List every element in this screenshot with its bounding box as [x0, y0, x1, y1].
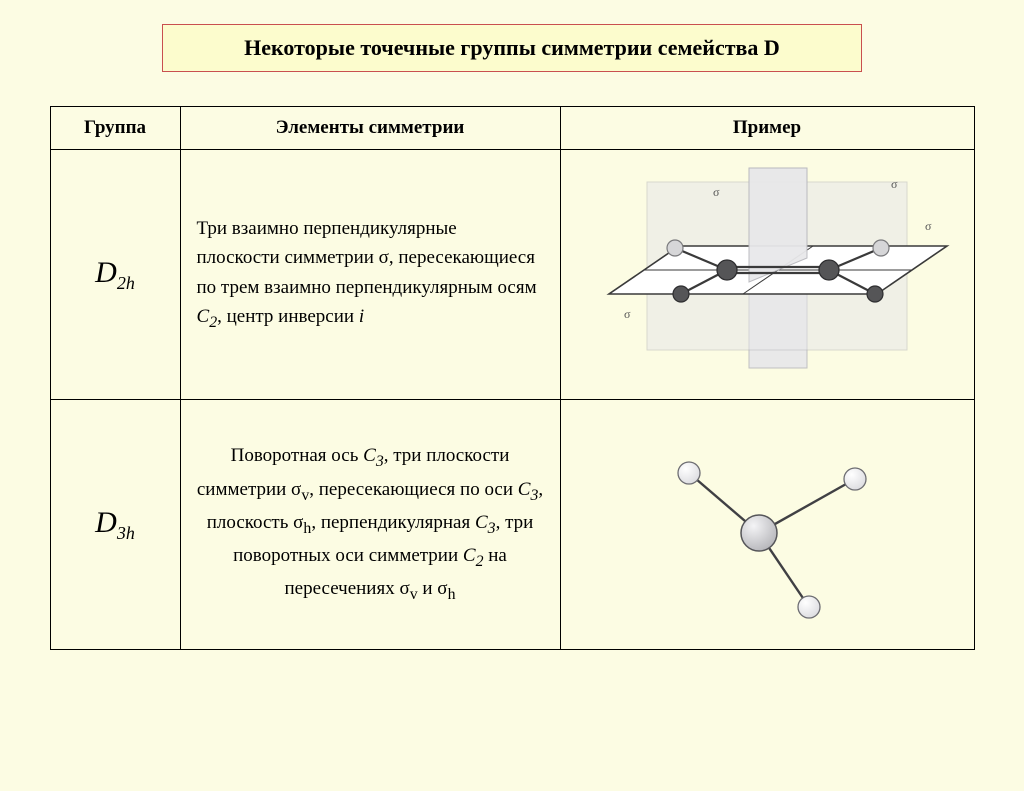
group-cell-d3h: D3h: [50, 400, 180, 650]
symmetry-table: Группа Элементы симметрии Пример D2h Три…: [50, 106, 975, 650]
group-symbol: D3h: [95, 506, 135, 539]
group-main: D: [95, 506, 117, 539]
group-sub: 3h: [117, 523, 135, 543]
table-row: D3h Поворотная ось C3, три плоскости сим…: [50, 400, 974, 650]
table-header-row: Группа Элементы симметрии Пример: [50, 107, 974, 150]
inversion-symbol: i: [359, 306, 364, 327]
d3h-diagram: [617, 415, 917, 635]
c2-symbol: C2: [197, 306, 218, 327]
svg-text:σ: σ: [624, 307, 631, 321]
group-symbol: D2h: [95, 256, 135, 289]
group-sub: 2h: [117, 273, 135, 293]
svg-text:σ: σ: [713, 185, 720, 199]
col-header-example: Пример: [560, 107, 974, 150]
page-title: Некоторые точечные группы симметрии семе…: [162, 24, 862, 72]
desc-text: Три взаимно перпендикулярные плоскости с…: [197, 218, 537, 298]
col-header-elements: Элементы симметрии: [180, 107, 560, 150]
desc-cell-d2h: Три взаимно перпендикулярные плоскости с…: [180, 150, 560, 400]
example-cell-d3h: [560, 400, 974, 650]
d2h-diagram: σ σ σ σ: [577, 160, 957, 390]
group-cell-d2h: D2h: [50, 150, 180, 400]
desc-text: , центр инверсии: [217, 306, 359, 327]
svg-text:σ: σ: [925, 219, 932, 233]
example-cell-d2h: σ σ σ σ: [560, 150, 974, 400]
group-main: D: [95, 256, 117, 289]
col-header-group: Группа: [50, 107, 180, 150]
table-row: D2h Три взаимно перпендикулярные плоскос…: [50, 150, 974, 400]
desc-cell-d3h: Поворотная ось C3, три плоскости симметр…: [180, 400, 560, 650]
svg-text:σ: σ: [891, 177, 898, 191]
